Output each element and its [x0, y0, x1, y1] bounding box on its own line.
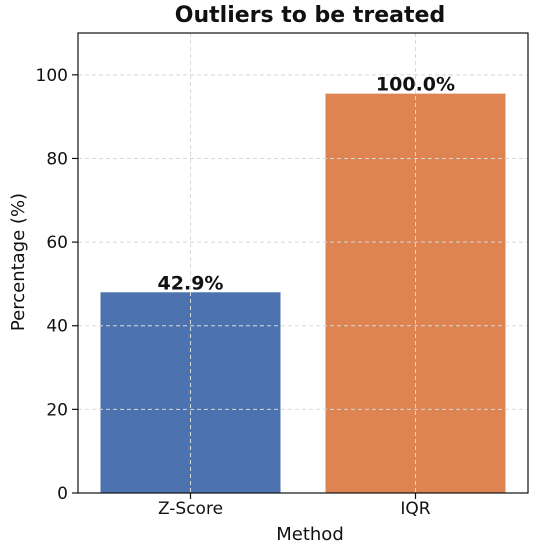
y-tick-label: 80 — [46, 149, 68, 169]
y-tick-label: 100 — [36, 66, 68, 86]
x-axis: Z-Score IQR — [158, 493, 431, 519]
bar-value-label: 42.9% — [158, 272, 224, 294]
x-axis-label: Method — [276, 524, 344, 545]
plot-frame — [77, 32, 529, 494]
bar-labels-layer: 42.9% 100.0% — [158, 74, 456, 295]
y-axis: 0 20 40 60 80 100 — [36, 66, 78, 504]
y-tick-label: 20 — [46, 400, 68, 420]
y-axis-label: Percentage (%) — [8, 193, 29, 331]
y-tick-label: 60 — [46, 233, 68, 253]
y-tick-label: 0 — [57, 484, 68, 504]
chart-title: Outliers to be treated — [175, 3, 445, 28]
x-tick-label: IQR — [400, 499, 430, 519]
bar-value-label: 100.0% — [376, 74, 455, 96]
y-tick-label: 40 — [46, 317, 68, 337]
x-tick-label: Z-Score — [158, 499, 223, 519]
